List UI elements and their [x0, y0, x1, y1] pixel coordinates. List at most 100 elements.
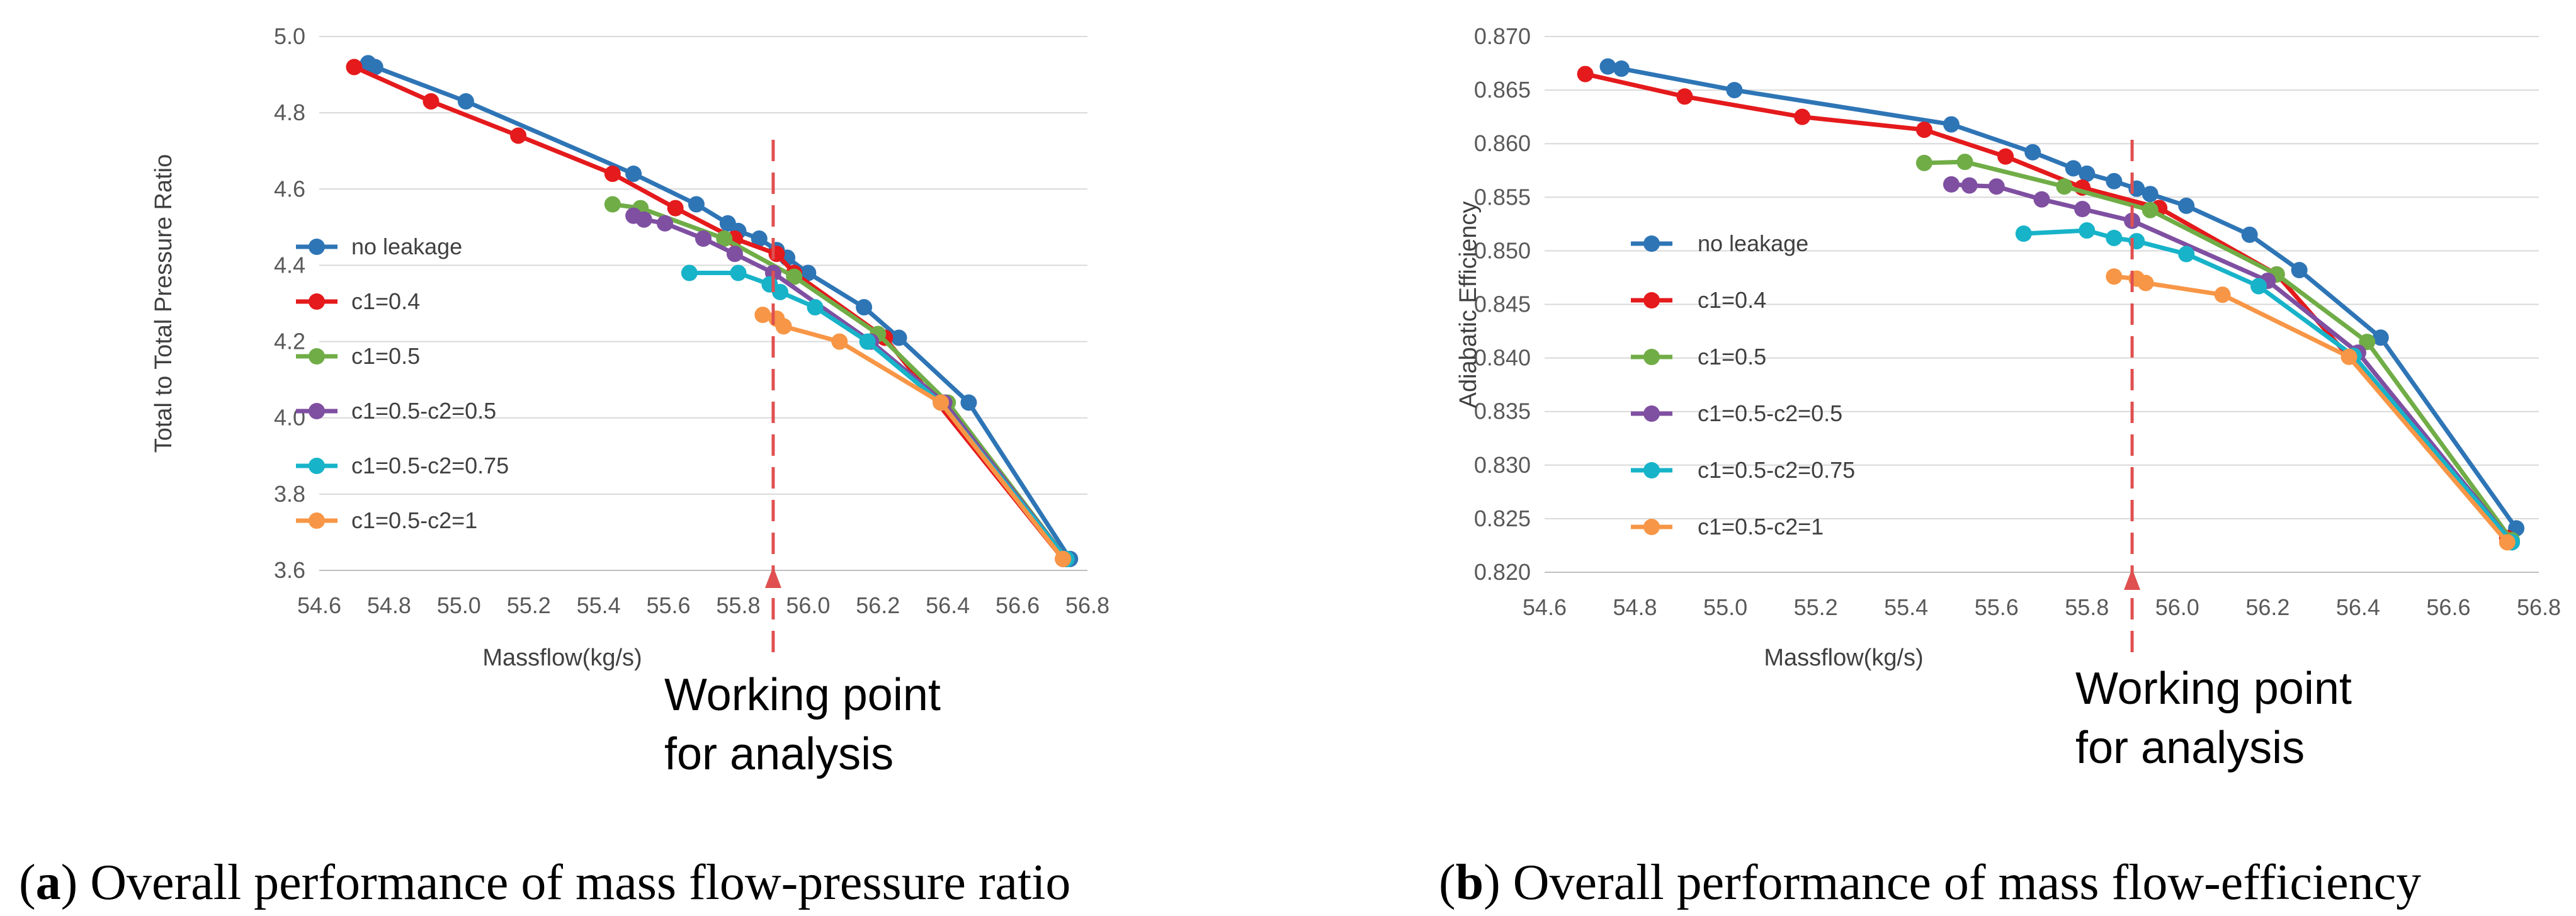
legend-label: c1=0.5-c2=0.5 [1698, 400, 1842, 426]
y-tick-label: 0.870 [1474, 23, 1531, 49]
y-tick-label: 4.2 [274, 329, 305, 354]
data-point [2178, 246, 2195, 263]
data-point [2291, 262, 2308, 279]
data-point [2079, 165, 2096, 182]
data-point [2142, 186, 2159, 203]
y-tick-label: 0.825 [1474, 506, 1531, 531]
x-tick-label: 55.4 [577, 592, 621, 618]
data-point [1943, 176, 1960, 193]
data-point [2241, 226, 2258, 243]
data-point [1997, 148, 2014, 165]
data-point [604, 196, 621, 213]
data-point [1613, 60, 1630, 77]
data-point [859, 333, 876, 350]
data-point [730, 264, 747, 281]
x-axis-title: Massflow(kg/s) [482, 645, 642, 671]
data-point [1915, 122, 1932, 139]
data-point [2250, 278, 2267, 295]
y-tick-label: 0.820 [1474, 559, 1531, 585]
y-tick-label: 0.855 [1474, 184, 1531, 210]
legend-label: c1=0.4 [1698, 287, 1766, 313]
x-tick-label: 55.2 [507, 592, 551, 618]
y-tick-label: 4.0 [274, 405, 305, 431]
x-tick-label: 56.6 [996, 592, 1040, 618]
y-tick-label: 5.0 [274, 23, 305, 49]
legend-swatch-marker [309, 239, 325, 255]
data-point [695, 230, 712, 247]
data-point [2499, 534, 2516, 551]
x-tick-label: 56.2 [2245, 594, 2289, 620]
panel-a-pressure-ratio-chart: 3.6 3.8 4.0 4.2 4.4 4.6 4.8 5.0 54.6 54.8 55.0 55.2… [19, 23, 1109, 910]
y-axis-title: Total to Total Pressure Ratio [150, 154, 177, 453]
data-point [2137, 274, 2154, 291]
data-point [457, 93, 474, 110]
legend-label: c1=0.5-c2=0.5 [351, 398, 496, 424]
data-point [831, 333, 848, 350]
legend-swatch-marker [1643, 292, 1660, 308]
data-point [2359, 334, 2376, 351]
x-tick-label: 55.2 [1794, 594, 1838, 620]
x-tick-label: 55.8 [716, 592, 760, 618]
x-tick-label: 56.6 [2426, 594, 2470, 620]
data-point [1956, 154, 1973, 171]
data-point [1915, 154, 1932, 171]
data-point [2106, 229, 2123, 246]
x-tick-label: 54.8 [367, 592, 411, 618]
x-tick-label: 56.0 [2155, 594, 2199, 620]
series-line-4 [687, 271, 1069, 562]
data-point [960, 394, 977, 411]
legend-swatch-marker [309, 458, 325, 474]
data-point [2015, 225, 2032, 242]
data-point [1943, 116, 1960, 133]
data-point [2024, 144, 2041, 161]
y-tick-label: 0.865 [1474, 77, 1531, 103]
caption-letter: a [36, 855, 61, 910]
legend-label: c1=0.5 [1698, 344, 1766, 370]
data-point [775, 318, 792, 335]
y-tick-label: 4.4 [274, 252, 305, 278]
x-tick-label: 56.4 [926, 592, 970, 618]
annotation-line-1: Working point [2075, 664, 2352, 714]
x-tick-label: 56.4 [2336, 594, 2380, 620]
data-point [2106, 172, 2123, 189]
x-tick-label: 55.4 [1884, 594, 1928, 620]
legend-swatch-marker [309, 293, 325, 310]
data-point [1577, 65, 1594, 82]
x-tick-label: 55.0 [437, 592, 481, 618]
data-point [800, 264, 817, 281]
data-point [688, 196, 705, 213]
annotation-line-1: Working point [664, 670, 941, 720]
legend-label: c1=0.5-c2=1 [351, 507, 477, 533]
y-tick-label: 3.8 [274, 481, 305, 507]
working-point-arrowhead [764, 567, 781, 588]
data-point [657, 215, 673, 232]
data-point [510, 127, 527, 144]
annotation-line-2: for analysis [2075, 723, 2305, 773]
legend-label: c1=0.5-c2=0.75 [1698, 457, 1855, 483]
data-point [625, 166, 642, 183]
data-point [890, 329, 907, 346]
data-point [716, 230, 733, 247]
x-tick-label: 56.8 [1065, 592, 1109, 618]
x-tick-label: 55.6 [647, 592, 691, 618]
data-point [933, 394, 950, 411]
panel-caption: (a) Overall performance of mass flow-pre… [19, 855, 1070, 910]
panel-caption: (b) Overall performance of mass flow-eff… [1439, 855, 2421, 910]
legend-swatch-marker [1643, 462, 1660, 478]
series-line-3 [631, 213, 1069, 562]
x-tick-label: 56.8 [2517, 594, 2561, 620]
x-tick-label: 54.6 [1523, 594, 1567, 620]
legend-swatch-marker [1643, 519, 1660, 535]
data-point [772, 283, 788, 300]
data-point [1055, 550, 1072, 567]
data-point [423, 93, 440, 110]
y-tick-label: 0.860 [1474, 130, 1531, 156]
panel-b-efficiency-chart: 0.820 0.825 0.830 0.835 0.840 0.845 0.850 0.855… [1439, 23, 2561, 910]
x-tick-label: 56.0 [786, 592, 830, 618]
data-point [667, 200, 684, 217]
working-point-arrowhead [2124, 568, 2141, 590]
data-point [2214, 286, 2231, 303]
data-point [1676, 88, 1693, 105]
legend-swatch-marker [309, 512, 325, 529]
data-point [604, 166, 621, 183]
